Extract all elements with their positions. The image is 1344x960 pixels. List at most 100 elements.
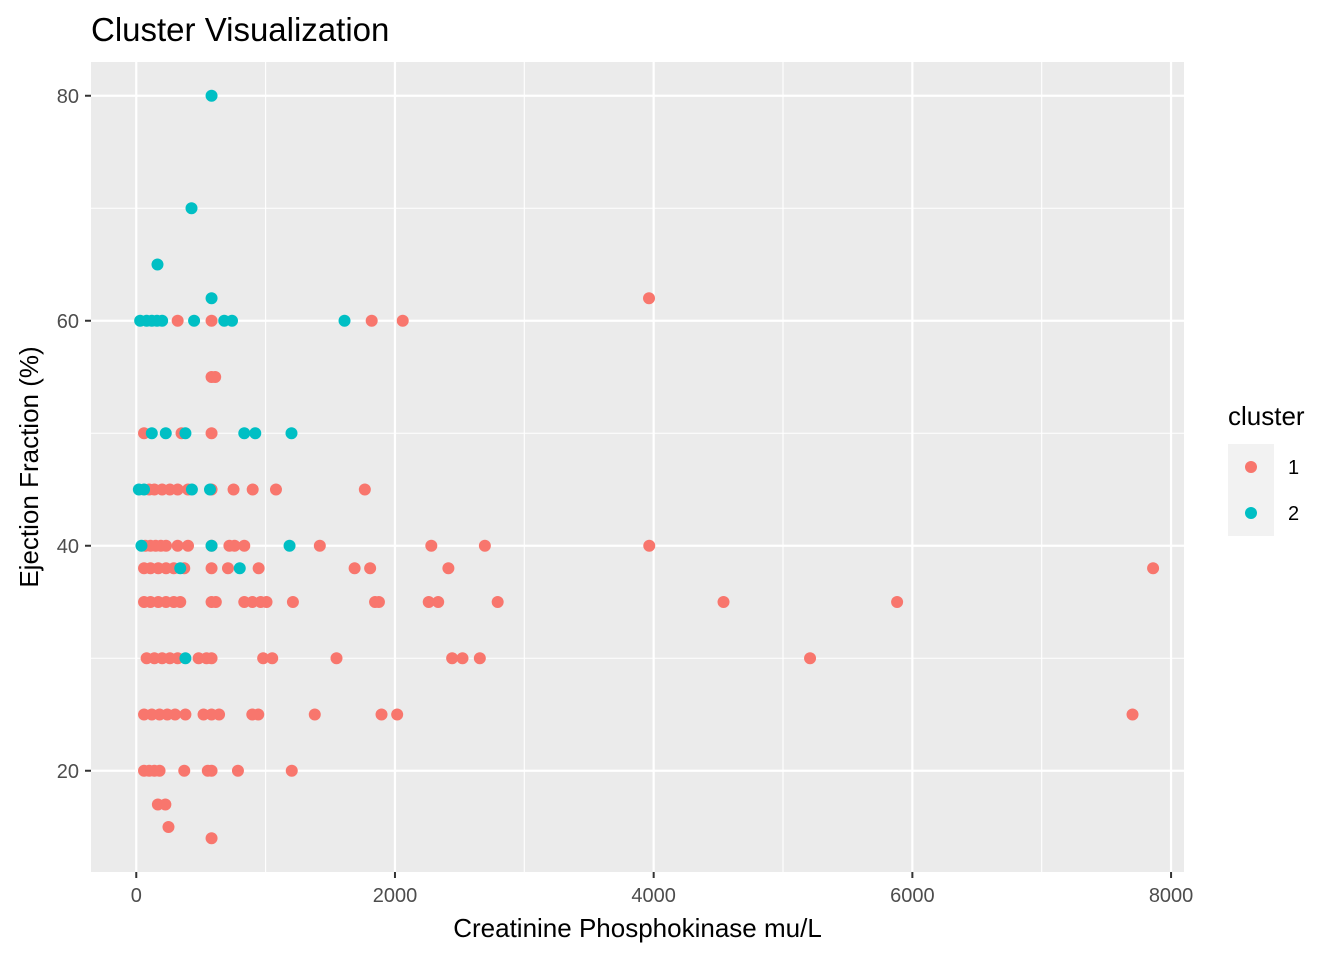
- data-point-cluster-1: [252, 562, 265, 575]
- data-point-cluster-1: [358, 483, 371, 496]
- data-point-cluster-1: [205, 832, 218, 845]
- data-point-cluster-1: [221, 562, 234, 575]
- data-point-cluster-1: [456, 652, 469, 665]
- data-point-cluster-2: [179, 427, 192, 440]
- data-point-cluster-2: [151, 258, 164, 271]
- data-point-cluster-1: [138, 708, 151, 721]
- data-point-cluster-2: [205, 89, 218, 102]
- data-point-cluster-1: [1147, 562, 1160, 575]
- data-point-cluster-1: [717, 596, 730, 608]
- x-axis-ticks: 0 2000 4000 6000 8000: [131, 872, 1194, 907]
- data-point-cluster-1: [365, 314, 378, 327]
- data-point-cluster-1: [491, 596, 504, 608]
- data-point-cluster-1: [246, 483, 259, 496]
- data-point-cluster-2: [188, 314, 201, 327]
- data-point-cluster-1: [254, 596, 267, 608]
- y-tick-label: 80: [57, 86, 79, 108]
- data-point-cluster-1: [391, 708, 404, 721]
- data-point-cluster-2: [225, 314, 238, 327]
- data-point-cluster-1: [209, 371, 222, 383]
- data-point-cluster-1: [171, 539, 184, 552]
- data-point-cluster-1: [308, 708, 321, 721]
- data-point-cluster-1: [432, 596, 445, 608]
- legend-key-cluster-1: [1245, 461, 1257, 473]
- data-point-cluster-1: [138, 596, 151, 608]
- x-tick-label: 2000: [373, 885, 418, 907]
- y-tick-label: 40: [57, 536, 79, 558]
- data-point-cluster-1: [138, 764, 151, 777]
- data-point-cluster-2: [338, 314, 351, 327]
- data-point-cluster-1: [369, 596, 382, 608]
- legend-key-cluster-2: [1245, 507, 1257, 519]
- legend-title: cluster: [1228, 401, 1305, 431]
- major-grid: [91, 62, 1184, 872]
- data-point-cluster-1: [364, 562, 377, 575]
- data-point-cluster-1: [478, 539, 491, 552]
- data-point-cluster-2: [135, 539, 148, 552]
- data-point-cluster-1: [286, 596, 299, 608]
- data-point-cluster-1: [1126, 708, 1139, 721]
- data-point-cluster-2: [174, 562, 187, 575]
- data-point-cluster-2: [185, 202, 198, 215]
- data-point-cluster-1: [266, 652, 279, 665]
- y-axis-ticks: 20 40 60 80: [57, 86, 91, 783]
- data-point-cluster-1: [238, 596, 251, 608]
- x-axis-title: Creatinine Phosphokinase mu/L: [453, 913, 822, 943]
- data-point-cluster-1: [178, 764, 191, 777]
- data-point-cluster-2: [159, 427, 172, 440]
- legend-key-box: [1228, 444, 1274, 536]
- legend-label-cluster-1: 1: [1288, 457, 1299, 479]
- data-point-cluster-1: [231, 764, 244, 777]
- data-point-cluster-1: [159, 798, 172, 811]
- data-point-cluster-1: [348, 562, 361, 575]
- data-point-cluster-2: [185, 483, 198, 496]
- data-point-cluster-2: [145, 427, 158, 440]
- data-point-cluster-2: [285, 427, 298, 440]
- data-point-cluster-1: [422, 596, 435, 608]
- data-point-cluster-1: [223, 539, 236, 552]
- data-point-cluster-2: [179, 652, 192, 665]
- chart-title: Cluster Visualization: [91, 11, 389, 48]
- data-point-cluster-1: [205, 596, 218, 608]
- data-point-cluster-1: [138, 562, 151, 575]
- data-point-cluster-2: [204, 483, 217, 496]
- data-point-cluster-1: [442, 562, 455, 575]
- data-point-cluster-1: [643, 292, 656, 305]
- x-tick-label: 6000: [890, 885, 935, 907]
- data-point-cluster-1: [285, 764, 298, 777]
- data-point-cluster-1: [473, 652, 486, 665]
- data-point-cluster-2: [249, 427, 262, 440]
- y-tick-label: 60: [57, 311, 79, 333]
- data-points: [132, 89, 1160, 845]
- data-point-cluster-1: [313, 539, 326, 552]
- data-point-cluster-1: [643, 539, 656, 552]
- data-point-cluster-1: [396, 314, 409, 327]
- data-point-cluster-1: [425, 539, 438, 552]
- data-point-cluster-2: [233, 562, 246, 575]
- data-point-cluster-2: [238, 427, 251, 440]
- x-tick-label: 4000: [631, 885, 676, 907]
- data-point-cluster-1: [162, 821, 175, 833]
- legend-label-cluster-2: 2: [1288, 503, 1299, 525]
- y-axis-title: Ejection Fraction (%): [14, 346, 44, 587]
- data-point-cluster-1: [891, 596, 904, 608]
- data-point-cluster-1: [375, 708, 388, 721]
- data-point-cluster-1: [330, 652, 343, 665]
- x-tick-label: 0: [131, 885, 142, 907]
- data-point-cluster-1: [201, 764, 214, 777]
- plot-panel: [91, 62, 1184, 872]
- data-point-cluster-1: [804, 652, 817, 665]
- data-point-cluster-1: [205, 562, 218, 575]
- data-point-cluster-1: [238, 539, 251, 552]
- x-tick-label: 8000: [1149, 885, 1194, 907]
- data-point-cluster-1: [197, 708, 210, 721]
- data-point-cluster-1: [192, 652, 205, 665]
- data-point-cluster-1: [205, 314, 218, 327]
- data-point-cluster-1: [140, 652, 153, 665]
- data-point-cluster-2: [205, 539, 218, 552]
- data-point-cluster-1: [246, 708, 259, 721]
- data-point-cluster-1: [205, 427, 218, 440]
- data-point-cluster-1: [171, 314, 184, 327]
- data-point-cluster-1: [227, 483, 240, 496]
